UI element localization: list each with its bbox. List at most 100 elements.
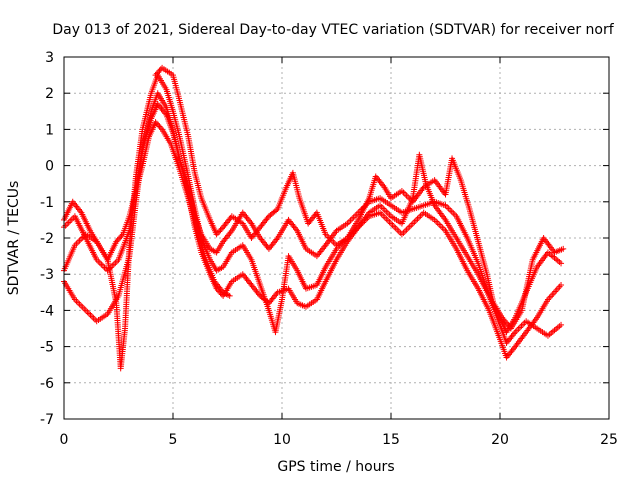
- data-point: [75, 299, 82, 306]
- series-track-b: [61, 90, 565, 361]
- data-point: [445, 205, 452, 212]
- data-point: [110, 261, 117, 268]
- data-point: [439, 224, 446, 231]
- data-point: [345, 218, 352, 225]
- y-tick-label: -2: [40, 231, 54, 247]
- data-point: [416, 214, 423, 221]
- data-point: [153, 120, 160, 127]
- data-point: [76, 237, 83, 244]
- data-point: [398, 231, 405, 238]
- data-point: [434, 220, 441, 227]
- data-point: [394, 226, 401, 233]
- data-point: [395, 228, 402, 235]
- data-point: [273, 207, 280, 214]
- x-tick-label: 0: [60, 432, 69, 448]
- y-tick-label: -7: [40, 412, 54, 428]
- y-tick-label: -5: [40, 340, 54, 356]
- series-track-e: [61, 119, 233, 299]
- data-point: [115, 235, 122, 242]
- data-point: [216, 228, 223, 235]
- data-point: [402, 228, 409, 235]
- data-point: [405, 225, 412, 232]
- data-point: [400, 229, 407, 236]
- data-point: [448, 208, 455, 215]
- x-axis-label: GPS time / hours: [277, 459, 394, 475]
- data-point: [436, 221, 443, 228]
- data-point: [437, 223, 444, 230]
- data-point: [558, 321, 565, 328]
- data-point: [85, 310, 92, 317]
- data-point: [405, 194, 412, 201]
- y-tick-label: -1: [40, 195, 54, 211]
- data-point: [67, 217, 74, 224]
- y-axis-label: SDTVAR / TECUs: [6, 181, 22, 296]
- data-point: [558, 282, 565, 289]
- data-points: [61, 64, 567, 372]
- y-tick-label: 0: [45, 159, 54, 175]
- data-point: [117, 234, 124, 241]
- data-point: [114, 237, 121, 244]
- y-tick-label: -4: [40, 303, 54, 319]
- data-point: [113, 238, 120, 245]
- data-point: [68, 216, 75, 223]
- data-point: [560, 245, 567, 252]
- data-point: [218, 225, 225, 232]
- data-point: [391, 223, 398, 230]
- data-point: [84, 308, 91, 315]
- data-point: [389, 222, 396, 229]
- data-point: [98, 261, 105, 268]
- data-point: [411, 218, 418, 225]
- data-point: [152, 119, 159, 126]
- data-point: [79, 304, 86, 311]
- data-point: [81, 305, 88, 312]
- data-point: [412, 217, 419, 224]
- data-point: [76, 301, 83, 308]
- series-track-d: [152, 64, 567, 332]
- data-point: [96, 259, 103, 266]
- data-point: [516, 324, 523, 331]
- y-tick-label: -3: [40, 267, 54, 283]
- data-point: [82, 307, 89, 314]
- x-tick-label: 25: [600, 432, 618, 448]
- y-tick-label: 2: [45, 86, 54, 102]
- x-tick-label: 20: [491, 432, 509, 448]
- data-point: [87, 312, 94, 319]
- data-point: [112, 259, 119, 266]
- x-tick-label: 5: [169, 432, 178, 448]
- data-point: [73, 298, 80, 305]
- data-point: [153, 70, 160, 77]
- data-point: [152, 72, 159, 79]
- data-point: [156, 123, 163, 130]
- data-point: [155, 122, 162, 129]
- data-point: [155, 69, 162, 76]
- data-point: [440, 226, 447, 233]
- data-point: [409, 220, 416, 227]
- data-point: [214, 229, 221, 236]
- data-point: [217, 227, 224, 234]
- data-point: [157, 124, 164, 131]
- data-point: [75, 239, 82, 246]
- data-point: [99, 262, 106, 269]
- data-point: [392, 225, 399, 232]
- data-point: [349, 215, 356, 222]
- data-point: [101, 264, 108, 271]
- data-point: [406, 223, 413, 230]
- x-tick-label: 15: [382, 432, 400, 448]
- data-point: [118, 232, 125, 239]
- data-point: [518, 322, 525, 329]
- data-point: [226, 292, 233, 299]
- data-point: [447, 207, 454, 214]
- data-point: [408, 222, 415, 229]
- data-point: [403, 192, 410, 199]
- x-tick-label: 10: [273, 432, 291, 448]
- data-point: [386, 218, 393, 225]
- data-point: [213, 231, 220, 238]
- data-point: [78, 302, 85, 309]
- data-point: [378, 203, 385, 210]
- data-point: [89, 313, 96, 320]
- chart-title: Day 013 of 2021, Sidereal Day-to-day VTE…: [52, 22, 614, 38]
- data-point: [64, 221, 71, 228]
- data-point: [450, 210, 457, 217]
- data-point: [433, 218, 440, 225]
